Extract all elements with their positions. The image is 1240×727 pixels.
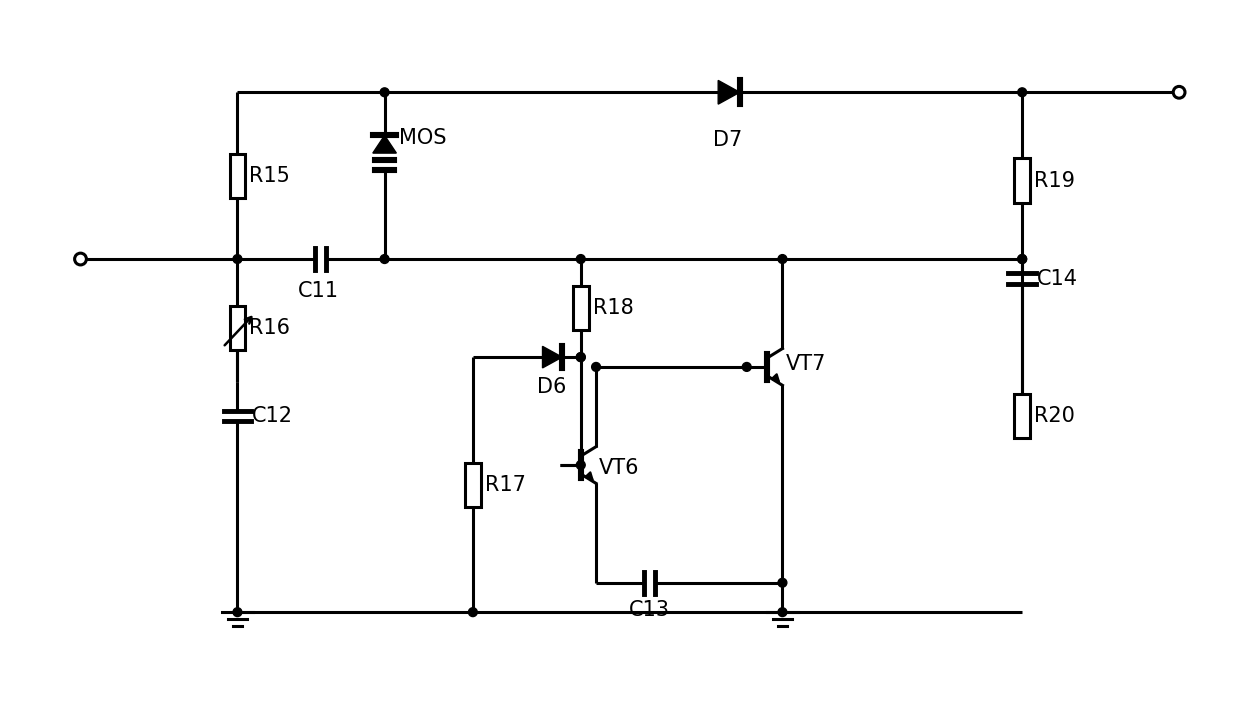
Circle shape: [777, 578, 787, 587]
Circle shape: [1018, 254, 1027, 263]
Circle shape: [74, 253, 87, 265]
Circle shape: [577, 353, 585, 361]
Text: D6: D6: [537, 377, 565, 397]
Text: R16: R16: [249, 318, 290, 338]
Circle shape: [777, 254, 787, 263]
Text: C12: C12: [252, 406, 293, 426]
Polygon shape: [718, 81, 740, 104]
Bar: [465, 462, 481, 507]
Text: D7: D7: [713, 129, 743, 150]
Text: C11: C11: [299, 281, 340, 300]
Circle shape: [1173, 87, 1185, 98]
Text: VT7: VT7: [785, 354, 826, 374]
Text: C14: C14: [1037, 269, 1078, 289]
Circle shape: [381, 254, 389, 263]
Bar: [229, 305, 246, 350]
Circle shape: [591, 363, 600, 371]
Text: MOS: MOS: [399, 129, 446, 148]
Polygon shape: [543, 346, 562, 368]
Circle shape: [469, 608, 477, 616]
Circle shape: [577, 353, 585, 361]
Circle shape: [233, 254, 242, 263]
Bar: [573, 286, 589, 330]
Text: R19: R19: [1034, 171, 1075, 190]
Text: R15: R15: [249, 166, 290, 185]
Bar: [229, 153, 246, 198]
Circle shape: [577, 254, 585, 263]
Polygon shape: [373, 135, 397, 153]
Text: R18: R18: [593, 298, 634, 318]
Text: R17: R17: [485, 475, 526, 494]
Text: C13: C13: [629, 601, 670, 620]
Text: VT6: VT6: [599, 458, 640, 478]
Circle shape: [577, 461, 585, 470]
Bar: [1014, 394, 1030, 438]
Circle shape: [381, 88, 389, 97]
Circle shape: [233, 608, 242, 616]
Circle shape: [777, 608, 787, 616]
Text: R20: R20: [1034, 406, 1075, 426]
Circle shape: [743, 363, 751, 371]
Bar: [1014, 158, 1030, 203]
Circle shape: [1018, 88, 1027, 97]
Circle shape: [1018, 254, 1027, 263]
